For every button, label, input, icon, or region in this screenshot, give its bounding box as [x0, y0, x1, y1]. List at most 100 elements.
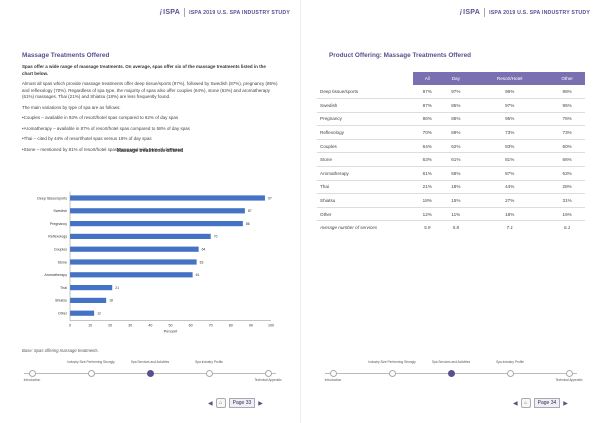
- table-cell: 5.8: [452, 225, 460, 231]
- nav-step-spa-industry-profile[interactable]: Spa Industry Profile: [187, 360, 231, 377]
- value-label: 12: [97, 312, 101, 316]
- nav-dot: [329, 370, 337, 377]
- x-axis-title: Percent: [164, 329, 179, 334]
- table-cell: 63%: [413, 152, 442, 168]
- table-cell: 62%: [441, 139, 471, 154]
- x-tick-label: 30: [128, 324, 132, 328]
- table-header-cell: Day: [441, 72, 471, 85]
- nav-step-spa-services[interactable]: Spa Services and Activities: [128, 360, 172, 377]
- table-row: Swedish 87% 85% 97% 95%: [317, 98, 585, 113]
- row-label: Deep tissue/sports: [317, 85, 413, 100]
- nav-step-spa-industry-profile[interactable]: Spa Industry Profile: [488, 360, 532, 377]
- nav-step-industry-size[interactable]: Industry Size Performing Strongly: [67, 360, 115, 377]
- section-title: Massage Treatments Offered: [22, 52, 110, 59]
- bar: [70, 246, 199, 252]
- table-cell: 93%: [470, 139, 550, 154]
- table-row: Shiatsu 18% 15% 27% 31%: [317, 193, 585, 208]
- bullet-item: •Thai – cited by 44% of resort/hotel spa…: [22, 136, 152, 142]
- bullet-item: •Couples – available in 93% of resort/ho…: [22, 115, 179, 121]
- row-label: Average number of services: [320, 225, 378, 231]
- nav-dot: [388, 370, 396, 377]
- home-icon[interactable]: ⌂: [215, 398, 226, 408]
- bar-chart: Deep tissue/sports 97 Swedish 87 Pregnancy 86…: [37, 191, 274, 334]
- nav-step-technical-appendix[interactable]: Technical Appendix: [547, 362, 591, 382]
- table-cell: 5.9: [424, 225, 431, 231]
- nav-step-industry-size[interactable]: Industry Size Performing Strongly: [368, 360, 416, 377]
- row-label: Couples: [317, 139, 413, 154]
- nav-label: Introduction: [324, 378, 342, 382]
- nav-dot: [447, 370, 455, 377]
- table-cell: 18%: [441, 180, 471, 195]
- prev-arrow-icon[interactable]: ◀: [513, 400, 518, 407]
- section-nav: Introduction Industry Size Performing St…: [10, 360, 290, 386]
- table-row: Average number of services 5.9 5.8 7.1 6.1: [317, 221, 585, 235]
- table-cell: 86%: [413, 112, 442, 127]
- table-cell: 76%: [549, 112, 585, 127]
- table-cell: 70%: [413, 125, 442, 140]
- base-note: Base: Spas offering massage treatments.: [22, 348, 99, 353]
- table-cell: 97%: [470, 98, 550, 113]
- bar: [70, 310, 95, 316]
- next-arrow-icon[interactable]: ▶: [563, 400, 568, 407]
- category-label: Shiatsu: [55, 299, 67, 303]
- prev-arrow-icon[interactable]: ◀: [208, 400, 213, 407]
- table-cell: 86%: [441, 112, 471, 127]
- table-cell: 96%: [470, 85, 550, 100]
- x-tick-label: 20: [108, 324, 112, 328]
- value-label: 86: [246, 222, 250, 226]
- table-row: Deep tissue/sports 97% 97% 96% 98%: [317, 85, 585, 100]
- x-tick-label: 0: [69, 324, 71, 328]
- category-label: Pregnancy: [50, 222, 67, 226]
- nav-label: Industry Size Performing Strongly: [368, 360, 416, 364]
- table-cell: 58%: [441, 166, 471, 181]
- row-label: Other: [317, 207, 413, 222]
- nav-step-introduction[interactable]: Introduction: [311, 362, 355, 382]
- table-cell: 28%: [549, 180, 585, 195]
- table-cell: 31%: [549, 193, 585, 208]
- bar: [70, 195, 265, 201]
- nav-step-spa-services[interactable]: Spa Services and Activities: [429, 360, 473, 377]
- table-row: Stone 63% 61% 81% 66%: [317, 152, 585, 168]
- x-tick-label: 70: [209, 324, 213, 328]
- row-label: Pregnancy: [317, 112, 413, 127]
- row-label: Aromatherapy: [317, 166, 413, 181]
- page-footer: ◀ ⌂ Page 33 ▶: [208, 398, 263, 408]
- home-icon[interactable]: ⌂: [520, 398, 531, 408]
- nav-label: Technical Appendix: [254, 378, 282, 382]
- bar: [70, 259, 197, 265]
- study-title: ISPA 2019 U.S. SPA INDUSTRY STUDY: [189, 9, 290, 16]
- category-label: Other: [58, 312, 68, 316]
- page-footer: ◀ ⌂ Page 34 ▶: [513, 398, 568, 408]
- row-label: Reflexology: [317, 125, 413, 140]
- nav-step-introduction[interactable]: Introduction: [10, 362, 54, 382]
- table-cell: 73%: [470, 125, 550, 140]
- nav-label: Spa Industry Profile: [195, 360, 223, 364]
- category-label: Reflexology: [48, 235, 67, 239]
- category-label: Couples: [54, 248, 67, 252]
- category-label: Aromatherapy: [44, 273, 67, 277]
- table-cell: 6.1: [563, 225, 571, 231]
- nav-dot: [146, 370, 154, 377]
- nav-label: Spa Services and Activities: [130, 360, 170, 364]
- table-cell: 18%: [470, 207, 550, 222]
- nav-label: Introduction: [23, 378, 41, 382]
- section-title: Product Offering: Massage Treatments Off…: [329, 52, 472, 59]
- paragraph-1: Almost all spas which provide massage tr…: [22, 81, 278, 100]
- nav-dot: [264, 370, 272, 377]
- table-cell: 21%: [413, 180, 442, 195]
- header: i ISPA ISPA 2019 U.S. SPA INDUSTRY STUDY: [160, 8, 290, 17]
- table-cell: 87%: [413, 98, 442, 113]
- nav-step-technical-appendix[interactable]: Technical Appendix: [246, 362, 290, 382]
- table-row: Aromatherapy 61% 58% 87% 63%: [317, 166, 585, 181]
- nav-dot: [28, 370, 36, 377]
- table-cell: 85%: [441, 98, 471, 113]
- header-divider: [184, 8, 186, 17]
- table-cell: 87%: [470, 166, 550, 181]
- table-row: Thai 21% 18% 44% 28%: [317, 180, 585, 195]
- nav-label: Spa Industry Profile: [496, 360, 524, 364]
- section-nav: Introduction Industry Size Performing St…: [311, 360, 591, 386]
- header-divider: [484, 8, 486, 17]
- page-number: Page 33: [228, 398, 256, 408]
- table-cell: 60%: [549, 139, 585, 154]
- next-arrow-icon[interactable]: ▶: [258, 400, 263, 407]
